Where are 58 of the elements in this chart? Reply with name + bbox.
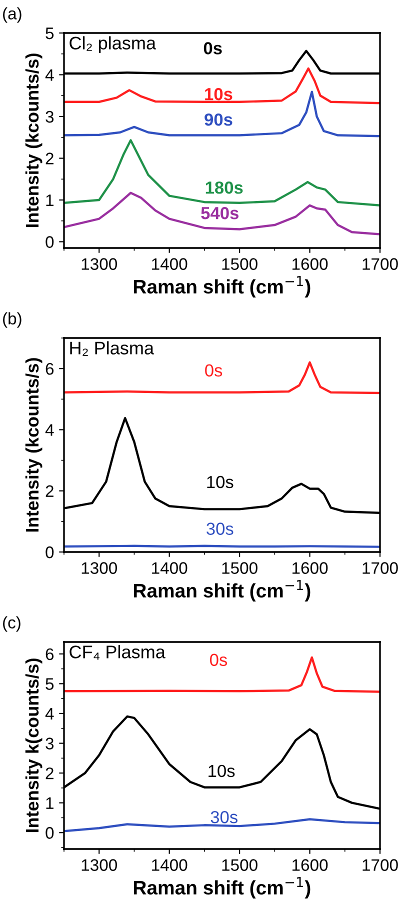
series-label: 0s — [204, 42, 222, 54]
series-label: 30s — [206, 522, 234, 535]
x-tick-label: 1700 — [362, 859, 398, 871]
y-tick-label: 5 — [46, 28, 54, 40]
series-label: 10s — [205, 88, 232, 100]
x-tick-label: 1300 — [82, 258, 117, 270]
y-tick-label: 2 — [46, 767, 54, 780]
y-tick-label: 1 — [46, 797, 54, 809]
y-tick-label: 0 — [46, 827, 54, 839]
series-label: 0s — [205, 364, 222, 377]
series-label: 30s — [210, 810, 238, 824]
y-tick-label: 2 — [46, 152, 54, 164]
chart-title: H₂ Plasma — [70, 341, 154, 356]
y-tick-label: 3 — [46, 738, 54, 750]
x-axis-title: Raman shift (cm$^{−1}$) — [134, 580, 310, 602]
series-label: 10s — [207, 476, 234, 488]
y-tick-label: 3 — [46, 110, 54, 123]
text: (c) — [3, 616, 20, 632]
x-tick-label: 1500 — [222, 562, 258, 574]
x-tick-label: 1600 — [292, 258, 328, 270]
y-tick-label: 6 — [46, 648, 54, 660]
series-label: 180s — [206, 182, 243, 194]
x-axis-title: Raman shift (cm$^{−1}$) — [134, 276, 310, 298]
y-tick-label: 6 — [46, 362, 54, 375]
y-tick-label: 4 — [45, 708, 54, 720]
x-tick-label: 1300 — [82, 562, 117, 574]
series-label: 540s — [201, 206, 238, 220]
x-tick-label: 1600 — [292, 859, 328, 871]
y-axis-title: Intensity (kcounts/s) — [25, 54, 42, 228]
y-axis-title: Intensity k(counts/s) — [25, 658, 42, 832]
y-tick-label: 0 — [46, 236, 54, 248]
y-tick-label: 1 — [46, 194, 54, 206]
y-tick-label: 5 — [46, 678, 54, 690]
x-tick-label: 1500 — [222, 859, 258, 871]
x-axis-title: Raman shift (cm$^{−1}$) — [134, 877, 310, 898]
x-tick-label: 1700 — [362, 258, 398, 270]
x-tick-label: 1400 — [152, 859, 188, 871]
series-label: 0s — [210, 654, 228, 666]
y-tick-label: 2 — [46, 485, 54, 497]
x-tick-label: 1400 — [152, 258, 188, 270]
chart-title: Cl₂ plasma — [70, 36, 156, 54]
y-tick-label: 4 — [45, 69, 54, 81]
line-series — [64, 67, 380, 104]
series-label: 10s — [208, 764, 235, 778]
x-tick-label: 1300 — [82, 859, 117, 871]
series-label: 90s — [204, 113, 232, 126]
y-tick-label: 4 — [45, 424, 54, 436]
x-tick-label: 1500 — [222, 258, 258, 270]
y-axis-title: Intensity (kcounts/s) — [25, 358, 42, 532]
text: (b) — [3, 312, 22, 328]
y-tick-label: 0 — [46, 546, 54, 558]
x-tick-label: 1700 — [362, 562, 398, 574]
chart-title: CF₄ Plasma — [70, 645, 166, 660]
text: (a) — [3, 7, 22, 23]
x-tick-label: 1600 — [292, 562, 328, 574]
line-series — [64, 361, 380, 394]
x-tick-label: 1400 — [152, 562, 188, 574]
line-series — [64, 139, 380, 207]
